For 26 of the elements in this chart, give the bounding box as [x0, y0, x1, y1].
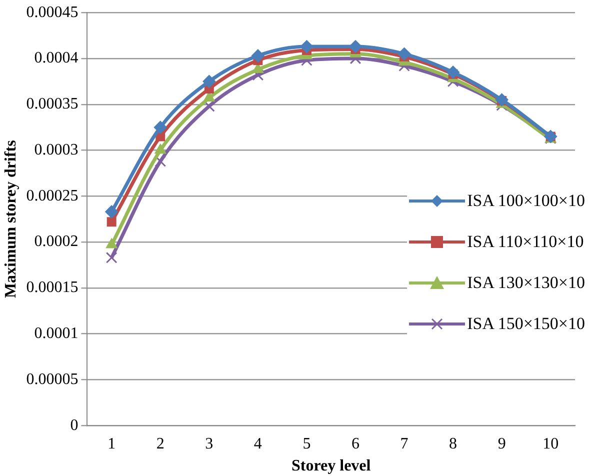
y-tick-label: 0.0001 [34, 325, 78, 342]
y-tick-label: 0.0002 [34, 233, 78, 250]
y-tick-label: 0 [70, 416, 78, 434]
y-tick-label: 0.00035 [26, 96, 78, 113]
x-tick-label: 8 [449, 435, 458, 452]
x-tick-label: 1 [108, 435, 116, 452]
y-tick-label: 0.00005 [26, 370, 78, 388]
x-tick-label: 4 [254, 435, 262, 452]
x-axis-title: Storey level [291, 458, 372, 475]
legend-label: ISA 110×110×10 [467, 232, 584, 252]
x-tick-label: 7 [400, 435, 408, 452]
x-tick-label: 9 [498, 435, 506, 452]
x-tick-label: 6 [351, 435, 360, 452]
y-axis-title: Maximum storey drifts [2, 140, 20, 298]
x-tick-label: 5 [302, 435, 311, 452]
x-tick-label: 3 [205, 435, 214, 452]
y-tick-label: 0.00045 [26, 4, 78, 21]
y-tick-label: 0.0004 [34, 50, 78, 67]
legend-label: ISA 100×100×10 [467, 190, 585, 210]
x-tick-label: 2 [156, 435, 164, 452]
y-tick-label: 0.0003 [34, 141, 78, 158]
x-tick-label: 10 [542, 435, 559, 452]
y-tick-label: 0.00015 [26, 279, 78, 296]
legend-label: ISA 150×150×10 [467, 314, 585, 334]
legend-label: ISA 130×130×10 [467, 272, 585, 292]
y-tick-label: 0.00025 [26, 187, 78, 204]
